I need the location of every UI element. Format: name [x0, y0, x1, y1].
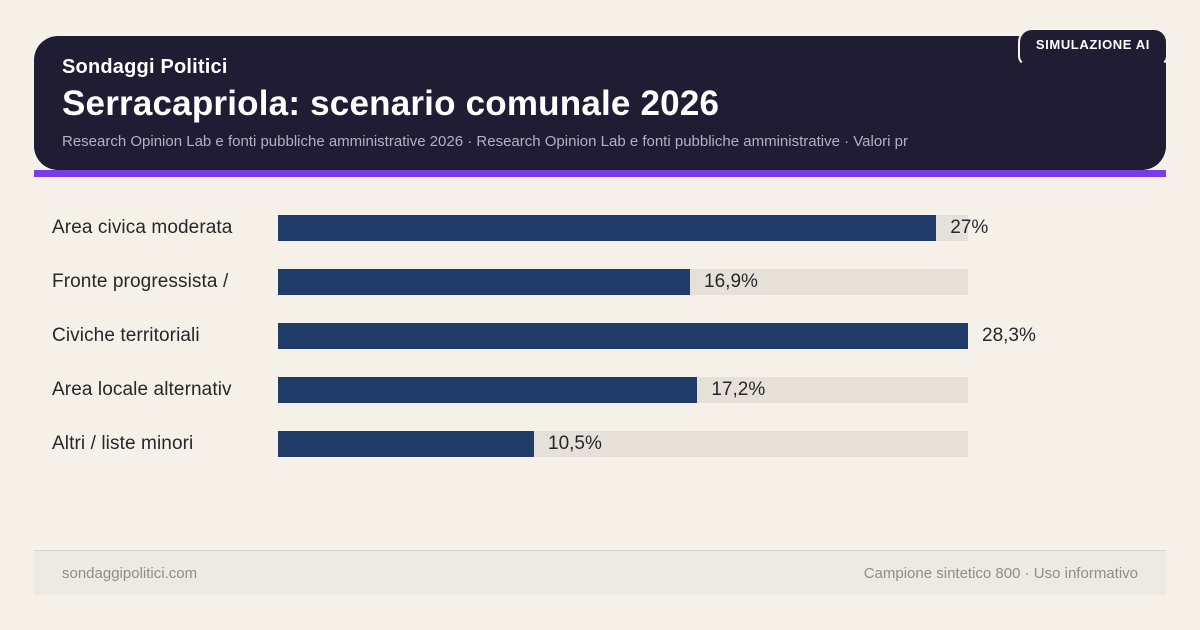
bar-fill — [278, 377, 698, 403]
header-card: Sondaggi Politici Serracapriola: scenari… — [34, 36, 1166, 170]
bar-label: Area civica moderata — [52, 217, 233, 238]
bar-fill — [278, 269, 691, 295]
page-subtitle: Research Opinion Lab e fonti pubbliche a… — [62, 133, 908, 150]
bar-track: 10,5% — [278, 431, 968, 457]
page-title: Serracapriola: scenario comunale 2026 — [62, 84, 720, 123]
bar-row: Altri / liste minori 10,5% — [0, 431, 1200, 457]
bar-value: 27% — [950, 217, 989, 238]
footer-source: sondaggipolitici.com — [62, 564, 198, 582]
bar-track: 28,3% — [278, 323, 1036, 349]
bar-label: Altri / liste minori — [52, 433, 194, 454]
bar-row: Area civica moderata 27% — [0, 215, 1200, 241]
bar-track: 17,2% — [278, 377, 968, 403]
bar-label: Area locale alternativ — [52, 379, 232, 400]
bar-chart: Area civica moderata 27% Fronte progress… — [0, 215, 1200, 485]
bar-row: Area locale alternativ 17,2% — [0, 377, 1200, 403]
bar-value: 16,9% — [704, 271, 758, 292]
footer-note: Campione sintetico 800 · Uso informativo — [863, 564, 1138, 582]
bar-value: 10,5% — [548, 433, 602, 454]
accent-bar — [34, 170, 1166, 177]
bar-fill — [278, 323, 968, 349]
bar-label: Fronte progressista / — [52, 271, 229, 292]
bar-fill — [278, 431, 534, 457]
bar-fill — [278, 215, 937, 241]
simulation-badge-label: SIMULAZIONE AI — [1035, 37, 1150, 52]
brand-kicker: Sondaggi Politici — [62, 56, 228, 78]
bar-value: 17,2% — [711, 379, 766, 400]
bar-label: Civiche territoriali — [52, 325, 200, 346]
bar-row: Civiche territoriali 28,3% — [0, 323, 1200, 349]
simulation-badge: SIMULAZIONE AI — [1017, 28, 1168, 66]
bar-row: Fronte progressista / 16,9% — [0, 269, 1200, 295]
footer: sondaggipolitici.com Campione sintetico … — [34, 550, 1166, 595]
bar-value: 28,3% — [982, 325, 1036, 346]
bar-track: 27% — [278, 215, 988, 241]
bar-track: 16,9% — [278, 269, 968, 295]
